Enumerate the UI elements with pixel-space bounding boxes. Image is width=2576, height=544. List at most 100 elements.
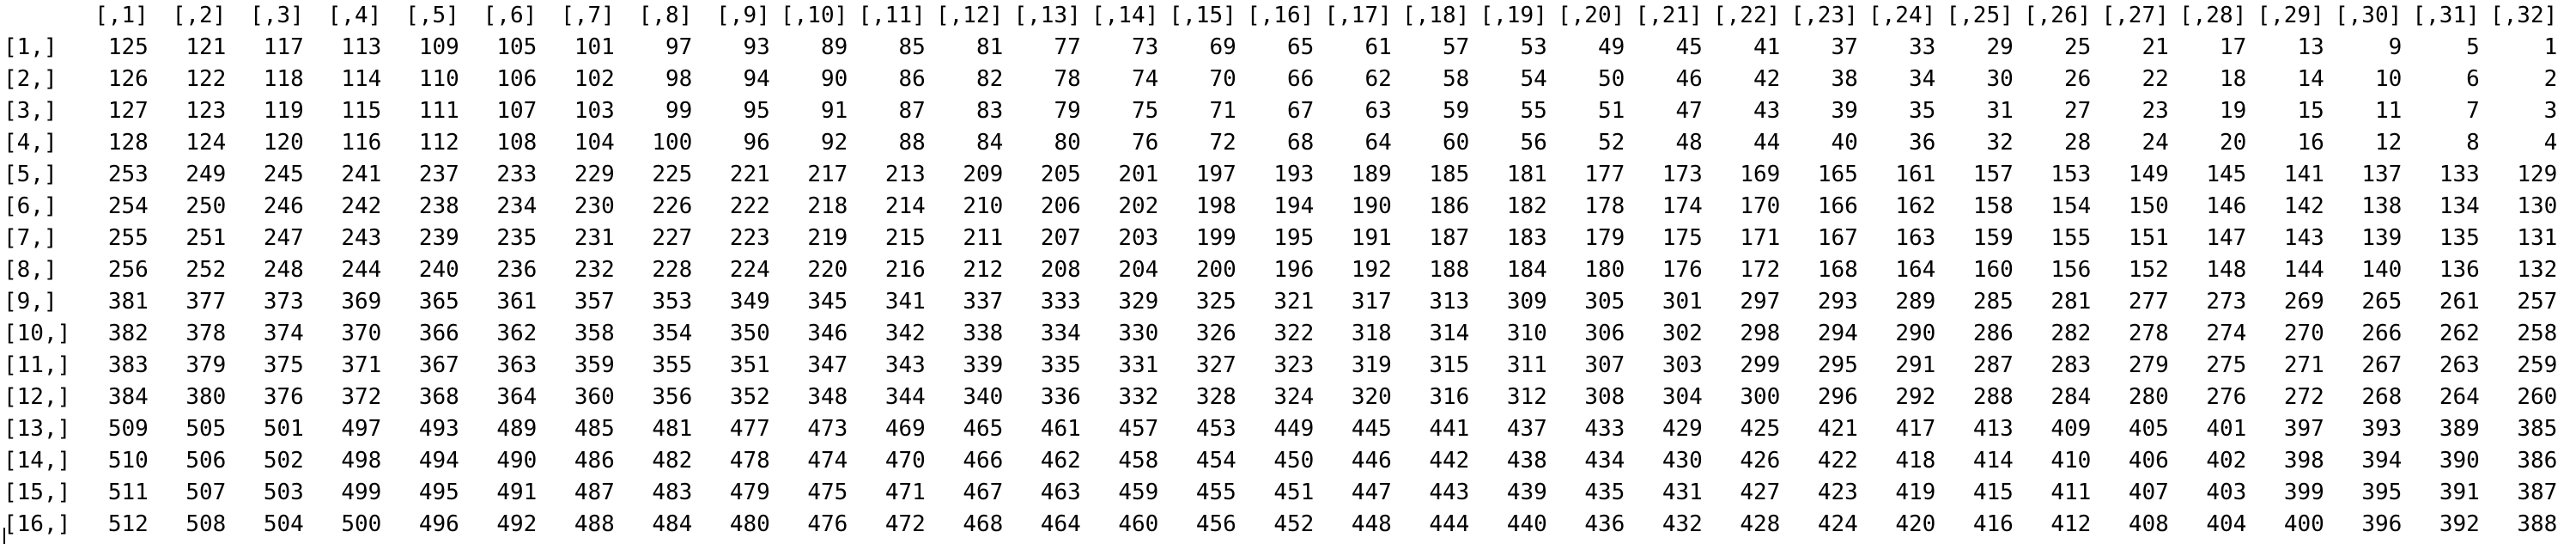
matrix-cell: 437 (1506, 416, 1547, 442)
matrix-cell: 472 (884, 511, 926, 537)
matrix-cell: 12 (2374, 130, 2403, 156)
matrix-cell: 276 (2206, 384, 2247, 410)
matrix-row: [4,] 128 124 120 116 112 108 104 100 96 92 88 84 80 76… (3, 127, 2557, 159)
matrix-cell: 383 (107, 352, 149, 378)
matrix-cell: 149 (2128, 162, 2169, 187)
matrix-cell: 496 (418, 511, 459, 537)
matrix-cell: 467 (963, 480, 1004, 505)
column-header: [,24] (1868, 3, 1936, 28)
matrix-cell: 201 (1118, 162, 1159, 187)
matrix-cell: 206 (1040, 193, 1081, 219)
matrix-cell: 161 (1895, 162, 1936, 187)
matrix-row: [16,] 512 508 504 500 496 492 488 484 480 476 472 46… (3, 509, 2557, 541)
matrix-cell: 310 (1506, 321, 1547, 346)
matrix-cell: 142 (2283, 193, 2324, 219)
matrix-cell: 380 (185, 384, 227, 410)
matrix-row: [1,] 125 121 117 113 109 105 101 97 93 89 85 81 77 73 6… (3, 32, 2557, 64)
matrix-cell: 183 (1506, 225, 1547, 251)
matrix-cell: 266 (2361, 321, 2403, 346)
matrix-cell: 138 (2361, 193, 2403, 219)
matrix-cell: 35 (1908, 98, 1936, 124)
matrix-cell: 168 (1817, 257, 1858, 283)
matrix-cell: 309 (1506, 289, 1547, 315)
matrix-cell: 341 (884, 289, 926, 315)
matrix-cell: 371 (341, 352, 382, 378)
matrix-cell: 10 (2374, 66, 2403, 92)
matrix-cell: 163 (1895, 225, 1936, 251)
matrix-cell: 215 (884, 225, 926, 251)
matrix-cell: 473 (807, 416, 848, 442)
matrix-cell: 232 (574, 257, 615, 283)
matrix-cell: 477 (729, 416, 770, 442)
matrix-cell: 77 (1054, 34, 1081, 60)
matrix-cell: 172 (1740, 257, 1781, 283)
matrix-cell: 178 (1584, 193, 1625, 219)
matrix-cell: 157 (1972, 162, 2014, 187)
matrix-cell: 505 (185, 416, 227, 442)
matrix-cell: 270 (2283, 321, 2324, 346)
matrix-cell: 43 (1753, 98, 1781, 124)
matrix-row: [11,] 383 379 375 371 367 363 359 355 351 347 343 33… (3, 350, 2557, 382)
matrix-cell: 225 (652, 162, 693, 187)
matrix-cell: 167 (1817, 225, 1858, 251)
row-header: [4,] (3, 130, 58, 156)
matrix-cell: 160 (1972, 257, 2014, 283)
matrix-cell: 444 (1429, 511, 1470, 537)
row-header: [2,] (3, 66, 58, 92)
matrix-cell: 145 (2206, 162, 2247, 187)
row-header: [3,] (3, 98, 58, 124)
matrix-cell: 107 (496, 98, 538, 124)
matrix-cell: 376 (263, 384, 304, 410)
matrix-cell: 223 (729, 225, 770, 251)
matrix-cell: 3 (2543, 98, 2558, 124)
matrix-cell: 370 (341, 321, 382, 346)
matrix-cell: 379 (185, 352, 227, 378)
matrix-cell: 470 (884, 448, 926, 474)
matrix-cell: 151 (2128, 225, 2169, 251)
matrix-cell: 389 (2439, 416, 2480, 442)
column-header: [,30] (2335, 3, 2403, 28)
matrix-cell: 455 (1195, 480, 1236, 505)
matrix-cell: 482 (652, 448, 693, 474)
matrix-cell: 427 (1740, 480, 1781, 505)
matrix-cell: 85 (898, 34, 926, 60)
matrix-cell: 246 (263, 193, 304, 219)
matrix-cell: 401 (2206, 416, 2247, 442)
column-header: [,23] (1790, 3, 1858, 28)
matrix-cell: 442 (1429, 448, 1470, 474)
matrix-cell: 294 (1817, 321, 1858, 346)
column-header: [,7] (561, 3, 615, 28)
matrix-cell: 429 (1662, 416, 1703, 442)
matrix-cell: 510 (107, 448, 149, 474)
row-header: [6,] (3, 193, 58, 219)
matrix-cell: 495 (418, 480, 459, 505)
column-header: [,19] (1479, 3, 1547, 28)
matrix-cell: 469 (884, 416, 926, 442)
matrix-cell: 221 (729, 162, 770, 187)
matrix-cell: 316 (1429, 384, 1470, 410)
matrix-cell: 331 (1118, 352, 1159, 378)
console-cursor[interactable] (3, 528, 5, 544)
matrix-cell: 216 (884, 257, 926, 283)
matrix-cell: 490 (496, 448, 538, 474)
matrix-cell: 359 (574, 352, 615, 378)
matrix-cell: 459 (1118, 480, 1159, 505)
matrix-cell: 37 (1831, 34, 1858, 60)
matrix-cell: 447 (1351, 480, 1392, 505)
matrix-cell: 170 (1740, 193, 1781, 219)
matrix-cell: 468 (963, 511, 1004, 537)
matrix-cell: 282 (2050, 321, 2092, 346)
matrix-cell: 133 (2439, 162, 2480, 187)
matrix-cell: 451 (1273, 480, 1315, 505)
matrix-cell: 78 (1054, 66, 1081, 92)
matrix-cell: 399 (2283, 480, 2324, 505)
matrix-cell: 38 (1831, 66, 1858, 92)
matrix-cell: 304 (1662, 384, 1703, 410)
matrix-cell: 41 (1753, 34, 1781, 60)
matrix-cell: 277 (2128, 289, 2169, 315)
matrix-cell: 317 (1351, 289, 1392, 315)
matrix-cell: 333 (1040, 289, 1081, 315)
matrix-cell: 511 (107, 480, 149, 505)
column-header: [,22] (1713, 3, 1781, 28)
